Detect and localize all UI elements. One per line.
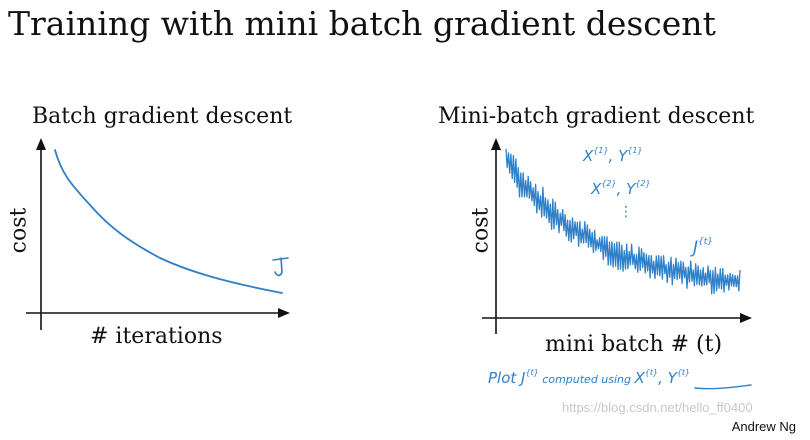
left-y-axis-arrow bbox=[36, 138, 46, 150]
right-x-axis-arrow bbox=[740, 313, 752, 323]
left-panel-title: Batch gradient descent bbox=[32, 104, 293, 129]
right-y-axis-arrow bbox=[491, 138, 501, 150]
note-x2-y2: X{2}, Y{2} bbox=[590, 179, 651, 198]
note-vertical-ellipsis: ⋮ bbox=[619, 204, 633, 220]
batch-cost-curve bbox=[54, 149, 283, 294]
plot-note-underline bbox=[694, 384, 752, 390]
right-x-axis-label: mini batch # (t) bbox=[545, 332, 723, 357]
right-panel-title: Mini-batch gradient descent bbox=[438, 104, 755, 129]
minibatch-cost-curve bbox=[505, 148, 741, 295]
footer-author: Andrew Ng bbox=[731, 419, 796, 434]
left-axes bbox=[26, 138, 290, 330]
note-jt: J{t} bbox=[690, 237, 713, 258]
left-x-axis-label: # iterations bbox=[90, 324, 223, 349]
note-x1-y1: X{1}, Y{1} bbox=[582, 146, 643, 165]
plot-note: Plot J{t} computed using X{t}, Y{t} bbox=[488, 368, 690, 387]
batch-cost-curve-label bbox=[272, 257, 289, 277]
right-axes bbox=[482, 138, 752, 334]
watermark: https://blog.csdn.net/hello_ff0400 bbox=[562, 400, 753, 415]
left-x-axis-arrow bbox=[278, 308, 290, 318]
slide-title: Training with mini batch gradient descen… bbox=[8, 4, 716, 43]
